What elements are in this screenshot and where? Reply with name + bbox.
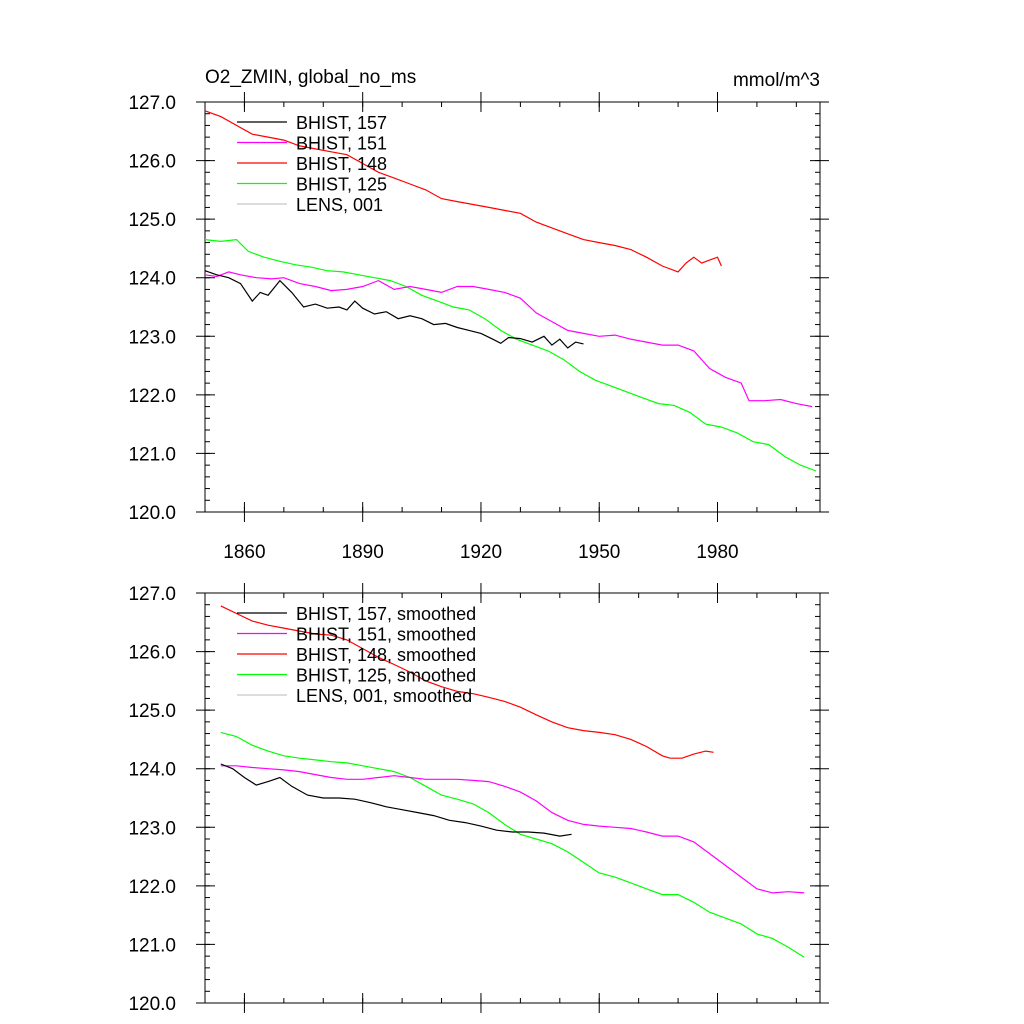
series-line [204,238,817,472]
series-line [204,271,813,408]
plot-frame [204,592,821,1004]
top-panel: 120.0 121.0 122.0 123.0 124.0 125.0 126.0 127.0… [128,92,829,563]
series-line [220,731,805,958]
bottom-panel: 120.0 121.0 122.0 123.0 124.0 125.0 126.0 127.0… [128,583,829,1015]
legend-label: BHIST, 151, smoothed [296,625,476,645]
legend-label: LENS, 001 [296,195,383,215]
y-tick-label: 126.0 [128,152,176,173]
x-tick-label: 1920 [460,542,502,563]
y-tick-label: 123.0 [128,818,176,839]
legend-label: BHIST, 148 [296,154,387,174]
series-line [220,763,572,837]
y-tick-label: 127.0 [128,93,176,114]
y-tick-label: 121.0 [128,935,176,956]
legend-label: BHIST, 125, smoothed [296,666,476,686]
y-tick-label: 125.0 [128,210,176,231]
y-tick-label: 122.0 [128,877,176,898]
legend-label: BHIST, 148, smoothed [296,645,476,665]
chart-title: O2_ZMIN, global_no_ms [205,67,416,88]
y-tick-label: 127.0 [128,584,176,605]
series-line [204,270,584,349]
series-line [220,605,714,759]
legend-label: BHIST, 125 [296,175,387,195]
x-tick-label: 1980 [696,542,738,563]
legend-label: BHIST, 157, smoothed [296,604,476,624]
y-tick-label: 124.0 [128,760,176,781]
series-line [220,765,805,894]
x-tick-label: 1890 [342,542,384,563]
y-tick-label: 123.0 [128,327,176,348]
y-tick-label: 126.0 [128,643,176,664]
legend-label: BHIST, 151 [296,134,387,154]
legend-label: LENS, 001, smoothed [296,686,472,706]
x-tick-label: 1860 [223,542,265,563]
x-tick-label: 1950 [578,542,620,563]
chart-units: mmol/m^3 [733,70,820,91]
y-tick-label: 120.0 [128,994,176,1015]
legend-label: BHIST, 157 [296,113,387,133]
y-tick-label: 122.0 [128,386,176,407]
y-tick-label: 124.0 [128,269,176,290]
series-line [204,110,722,273]
y-tick-label: 120.0 [128,503,176,524]
y-tick-label: 121.0 [128,444,176,465]
y-tick-label: 125.0 [128,701,176,722]
plot-frame [204,101,821,513]
